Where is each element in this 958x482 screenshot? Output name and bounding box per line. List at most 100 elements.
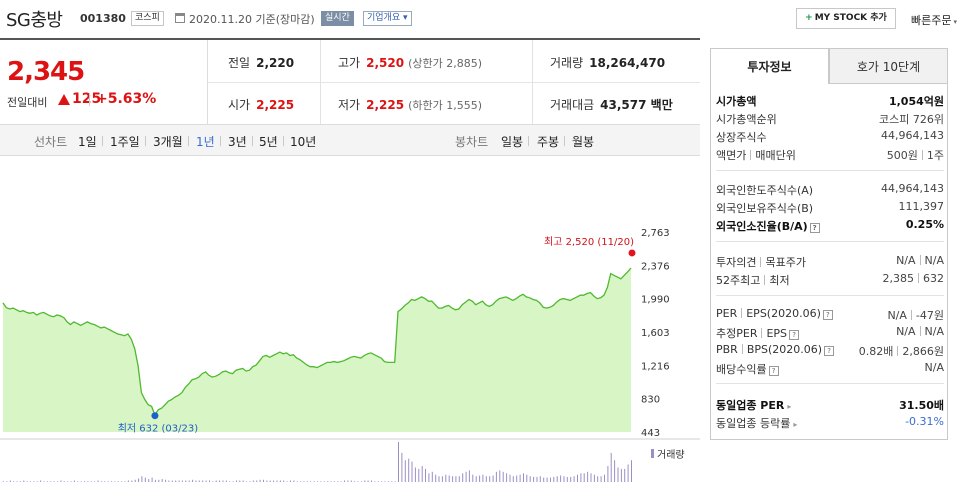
divider bbox=[760, 257, 762, 267]
volume-bar bbox=[587, 471, 589, 482]
help-icon[interactable]: ? bbox=[809, 223, 820, 233]
volume-bar bbox=[279, 480, 281, 482]
price-chart[interactable]: 2,763 2,376 1,990 1,603 1,216 830 443 최고 2,520 … bbox=[0, 156, 700, 482]
row-label: 동일업종 PER ▸ bbox=[716, 397, 791, 413]
tab-10y[interactable]: 10년 bbox=[290, 135, 317, 149]
row-pbr: PBR BPS(2020.06)? 0.82배 2,866원 bbox=[716, 343, 944, 359]
row-value: N/A N/A bbox=[896, 325, 944, 338]
divider bbox=[897, 346, 899, 356]
w52-high-label: 52주최고 bbox=[716, 274, 761, 287]
volume-bar bbox=[492, 475, 494, 482]
tab-1y[interactable]: 1년 bbox=[196, 135, 215, 149]
volume-bar bbox=[485, 476, 487, 482]
volume-bar bbox=[411, 461, 413, 482]
tab-hoga[interactable]: 호가 10단계 bbox=[829, 48, 948, 84]
volume-bar bbox=[509, 474, 511, 482]
volume-bar bbox=[290, 480, 291, 482]
volume-bar bbox=[181, 480, 183, 482]
tab-monthly[interactable]: 월봉 bbox=[572, 135, 595, 149]
volume-bar bbox=[583, 473, 585, 482]
face-label: 액면가 bbox=[716, 149, 747, 162]
add-mystock-button[interactable]: + MY STOCK 추가 bbox=[796, 8, 896, 29]
volume-bar bbox=[259, 479, 261, 482]
divider bbox=[910, 310, 912, 320]
row-foreign-limit: 외국인한도주식수(A) 44,964,143 bbox=[716, 182, 944, 198]
row-value: N/A N/A bbox=[896, 254, 944, 267]
volume-bar bbox=[398, 442, 399, 482]
volume-bar bbox=[171, 480, 173, 482]
y-tick-label: 1,990 bbox=[641, 295, 670, 306]
volume-bar bbox=[607, 466, 609, 482]
volume-bar bbox=[350, 480, 352, 482]
price-chart-panel: 2,345 전일대비 125 +5.63% 전일 2,220 고가 2,520 (상한… bbox=[0, 38, 700, 482]
volume-bar bbox=[131, 480, 133, 482]
volume-bar bbox=[425, 468, 426, 482]
quick-order-label: 빠른주문 bbox=[911, 14, 952, 27]
lower-limit: (하한가 1,555) bbox=[408, 99, 482, 112]
divider bbox=[716, 295, 944, 296]
volume-bar bbox=[161, 479, 163, 482]
tab-1w[interactable]: 1주일 bbox=[110, 135, 140, 149]
company-info-dropdown[interactable]: 기업개요 ▾ bbox=[363, 11, 412, 26]
tab-invest-info[interactable]: 투자정보 bbox=[710, 48, 829, 84]
volume-bar bbox=[617, 467, 619, 482]
volume-bar bbox=[543, 477, 545, 482]
row-value: 0.82배 2,866원 bbox=[859, 343, 944, 359]
volume-bar bbox=[495, 471, 497, 482]
volume-bar bbox=[553, 476, 555, 482]
volume-bar bbox=[536, 476, 538, 482]
volume-bar bbox=[570, 476, 572, 482]
industry-rate-label: 동일업종 등락률 bbox=[716, 417, 791, 430]
tab-3m[interactable]: 3개월 bbox=[153, 135, 183, 149]
tab-daily[interactable]: 일봉 bbox=[501, 135, 524, 149]
row-value: 44,964,143 bbox=[881, 182, 944, 195]
realtime-button[interactable]: 실시간 bbox=[321, 11, 354, 26]
tab-3y[interactable]: 3년 bbox=[228, 135, 247, 149]
help-icon[interactable]: ? bbox=[822, 310, 833, 320]
y-tick-label: 1,603 bbox=[641, 328, 670, 339]
volume-bar bbox=[252, 480, 254, 482]
row-value: N/A bbox=[924, 361, 944, 374]
tab-5y[interactable]: 5년 bbox=[259, 135, 278, 149]
volume-bar bbox=[205, 480, 207, 482]
volume-bar bbox=[188, 480, 190, 482]
volume-bar bbox=[219, 480, 221, 482]
volume-bar bbox=[347, 480, 349, 482]
stock-name: SG충방 bbox=[6, 10, 63, 31]
volume-bar bbox=[9, 480, 11, 482]
divider bbox=[741, 308, 743, 318]
stat-label: 고가 bbox=[338, 56, 361, 70]
volume-bar bbox=[600, 476, 602, 482]
volume-bar bbox=[597, 476, 599, 482]
divider bbox=[283, 136, 284, 146]
help-icon[interactable]: ? bbox=[768, 366, 779, 376]
volume-bar bbox=[236, 480, 237, 482]
volume-legend-swatch bbox=[651, 449, 654, 458]
divider bbox=[716, 241, 944, 242]
trade-unit-label: 매매단위 bbox=[755, 149, 796, 162]
volume-bar bbox=[266, 480, 268, 482]
eps-value: -47원 bbox=[915, 309, 944, 322]
volume-bar bbox=[408, 458, 410, 482]
arrow-right-icon[interactable]: ▸ bbox=[793, 420, 798, 429]
bps-label: BPS(2020.06) bbox=[746, 343, 823, 356]
arrow-right-icon[interactable]: ▸ bbox=[787, 402, 792, 411]
max-marker bbox=[628, 249, 636, 257]
row-rank: 시가총액순위 코스피 726위 bbox=[716, 111, 944, 127]
tab-weekly[interactable]: 주봉 bbox=[537, 135, 560, 149]
divider bbox=[532, 40, 533, 124]
max-annotation: 최고 2,520 (11/20) bbox=[544, 236, 634, 248]
volume-bar bbox=[198, 480, 200, 482]
stat-label: 거래량 bbox=[550, 56, 584, 70]
help-icon[interactable]: ? bbox=[789, 330, 800, 340]
volume-bar bbox=[148, 479, 150, 482]
help-icon[interactable]: ? bbox=[824, 346, 835, 356]
volume-bar bbox=[344, 480, 345, 482]
volume-bar bbox=[438, 476, 440, 482]
row-label: 추정PER EPS? bbox=[716, 325, 800, 341]
tab-1d[interactable]: 1일 bbox=[78, 135, 97, 149]
divider bbox=[750, 150, 752, 160]
quick-order-button[interactable]: 빠른주문 ▾ bbox=[911, 12, 957, 28]
y-tick-label: 1,216 bbox=[641, 361, 670, 372]
stat-value: 2,225 bbox=[366, 98, 405, 112]
